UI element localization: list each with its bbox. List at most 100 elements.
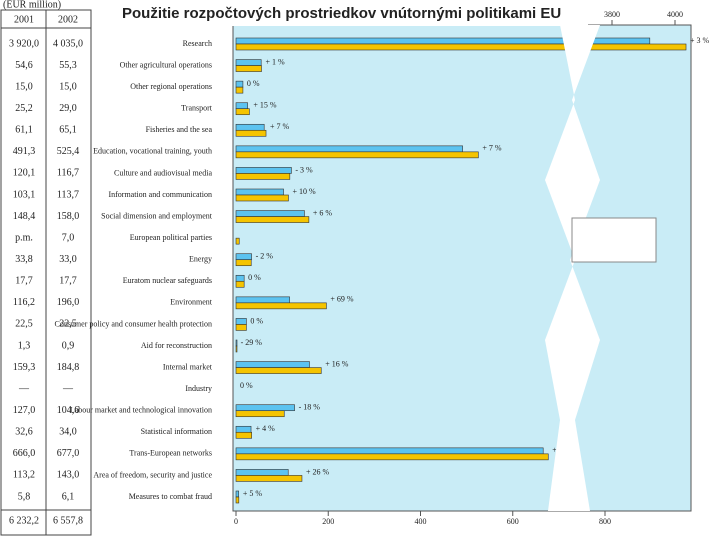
table-cell: 17,7 <box>59 276 77 287</box>
bar <box>235 237 240 245</box>
bar <box>235 496 240 504</box>
bar <box>235 345 238 353</box>
bar <box>235 469 289 476</box>
change-label: + 7 % <box>482 144 502 153</box>
x-tick-label: 200 <box>322 517 334 526</box>
category-label: Other regional operations <box>130 82 212 91</box>
table-cell: 65,1 <box>59 125 77 136</box>
bar <box>235 43 687 51</box>
category-label: Energy <box>189 255 212 264</box>
table-cell: 25,2 <box>15 103 33 114</box>
bar <box>235 404 295 412</box>
table-cell: 6,1 <box>62 491 75 502</box>
bar <box>235 216 310 223</box>
table-cell: 34,0 <box>59 427 77 438</box>
bar <box>235 296 290 304</box>
table-cell: 104,6 <box>57 405 80 416</box>
bar <box>235 410 285 418</box>
table-cell: 491,3 <box>13 146 36 157</box>
table-cell: 525,4 <box>57 146 80 157</box>
table-cell: 159,3 <box>13 362 36 373</box>
bar <box>235 425 252 433</box>
bar <box>235 431 252 439</box>
table-cell: 677,0 <box>57 448 80 459</box>
change-label: + 69 % <box>330 295 354 304</box>
bar <box>235 65 262 72</box>
category-label: Industry <box>185 384 212 393</box>
category-label: European political parties <box>130 233 212 242</box>
bar <box>235 59 262 66</box>
table-cell: 3 920,0 <box>9 38 39 49</box>
change-label: 0 % <box>248 273 261 282</box>
x-tick-label: 400 <box>415 517 427 526</box>
change-label: - 3 % <box>295 165 313 174</box>
table-cell: 127,0 <box>13 405 36 416</box>
category-label: Area of freedom, security and justice <box>93 470 212 479</box>
category-label: Environment <box>170 298 213 307</box>
table-unit: (EUR million) <box>3 0 61 10</box>
category-label: Labour market and technological innovati… <box>70 406 212 415</box>
category-label: Research <box>183 39 212 48</box>
table-cell: p.m. <box>15 232 33 243</box>
bar <box>235 475 303 482</box>
table-cell: 29,0 <box>59 103 77 114</box>
table-cell: 158,0 <box>57 211 80 222</box>
table-cell: 666,0 <box>13 448 36 459</box>
change-label: - 29 % <box>241 338 263 347</box>
bar <box>235 339 238 347</box>
table-cell: 0,9 <box>62 340 75 351</box>
change-label: + 10 % <box>292 187 316 196</box>
table-header: 2002 <box>58 14 78 25</box>
table-cell: 33,0 <box>59 254 77 265</box>
category-label: Information and communication <box>108 190 212 199</box>
bar <box>235 80 244 88</box>
table-cell: 143,0 <box>57 470 80 481</box>
plot-area <box>232 24 692 512</box>
axis-break <box>545 25 600 511</box>
bar <box>235 280 245 288</box>
table-cell: 33,8 <box>15 254 33 265</box>
table-cell: 4 035,0 <box>53 38 83 49</box>
table-cell: 54,6 <box>15 60 33 71</box>
table-total: 6 557,8 <box>53 515 83 526</box>
table-cell: 184,8 <box>57 362 80 373</box>
bar <box>235 367 322 374</box>
table-cell: 113,2 <box>13 470 35 481</box>
bar <box>235 194 289 202</box>
bar <box>235 86 244 94</box>
change-label: 0 % <box>250 316 263 325</box>
bar <box>235 490 239 498</box>
category-label: Transport <box>181 104 213 113</box>
table-cell: 116,7 <box>57 168 79 179</box>
bar <box>235 108 250 116</box>
table-cell: 15,0 <box>15 81 33 92</box>
bar <box>235 210 305 217</box>
x-tick-label: 600 <box>507 517 519 526</box>
table-cell: — <box>18 383 30 394</box>
bar <box>235 324 247 331</box>
title-box <box>118 2 588 26</box>
bar <box>235 129 267 137</box>
table-total: 6 232,2 <box>9 515 39 526</box>
category-label: Trans-European networks <box>129 449 212 458</box>
table-cell: 116,2 <box>13 297 35 308</box>
table-header: 2001 <box>14 14 34 25</box>
change-label: + 7 % <box>270 122 290 131</box>
x-tick-label: 800 <box>599 517 611 526</box>
bar <box>235 102 248 110</box>
category-label: Measures to combat fraud <box>129 492 212 501</box>
category-label: Aid for reconstruction <box>141 341 212 350</box>
chart-title: Použitie rozpočtových prostriedkov vnúto… <box>122 5 561 22</box>
change-label: - 18 % <box>299 403 321 412</box>
table-cell: 17,7 <box>15 276 33 287</box>
x-tick-label: 4000 <box>667 10 683 19</box>
change-label: + 26 % <box>306 467 330 476</box>
table-cell: 55,3 <box>59 60 77 71</box>
table-cell: — <box>62 383 74 394</box>
bar <box>235 274 245 282</box>
table-cell: 5,8 <box>18 491 31 502</box>
bar <box>235 447 544 455</box>
bar <box>235 173 291 180</box>
bar <box>235 318 247 325</box>
